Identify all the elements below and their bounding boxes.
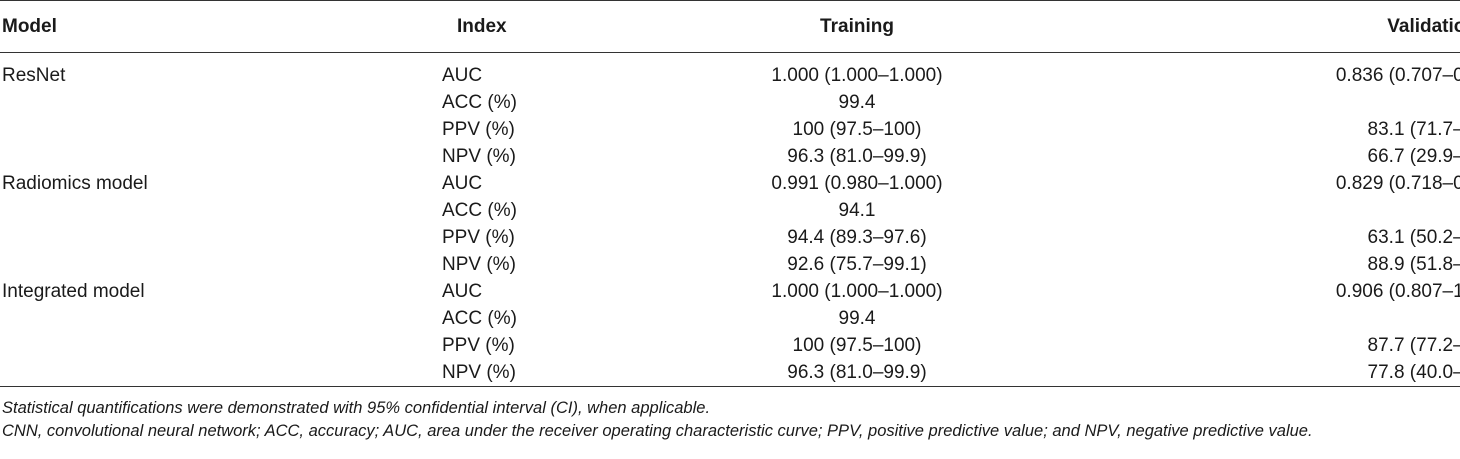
cell-index: PPV (%) (442, 119, 515, 140)
header-training: Training (607, 0, 1107, 53)
table-row: PPV (%) 100 (97.5–100) 83.1 (71.7–91.2) (0, 117, 1460, 144)
table-body: ResNet AUC 1.000 (1.000–1.000) 0.836 (0.707… (0, 53, 1460, 387)
header-validation: Validation (1107, 0, 1460, 53)
cell-validation: 66.2 (1107, 198, 1460, 225)
cell-validation: 0.906 (0.807–1.000) (1335, 281, 1460, 302)
cell-index: NPV (%) (442, 146, 516, 167)
cell-index: NPV (%) (442, 359, 607, 387)
cell-model (0, 144, 442, 171)
table-row: ACC (%) 99.4 81.1 (0, 90, 1460, 117)
cell-training: 1.000 (1.000–1.000) (771, 281, 943, 302)
cell-model (0, 117, 442, 144)
footnotes: Statistical quantifications were demonst… (0, 387, 1460, 443)
cell-validation: 77.8 (40.0–97.2) (1107, 359, 1460, 387)
results-table: Model Index Training Validation ResNet AU… (0, 0, 1460, 387)
header-row: Model Index Training Validation (0, 0, 1460, 53)
cell-training: 100 (97.5–100) (792, 119, 922, 140)
table-row: NPV (%)96.3 (81.0–99.9)77.8 (40.0–97.2) (0, 359, 1460, 387)
cell-model (0, 225, 442, 252)
cell-training: 1.000 (1.000–1.000) (771, 65, 943, 86)
cell-validation: 0.836 (0.707–0.965) (1335, 65, 1460, 86)
cell-training: 96.3 (81.0–99.9) (787, 146, 927, 167)
table-row: NPV (%) 96.3 (81.0–99.9) 66.7 (29.9–92.5) (0, 144, 1460, 171)
cell-model (0, 198, 442, 225)
table-row: Integrated model AUC 1.000 (1.000–1.000) 0.… (0, 279, 1460, 306)
cell-validation: 86.5 (1107, 306, 1460, 333)
header-model: Model (0, 0, 442, 53)
cell-validation: 63.1 (50.2–74.7) (1367, 227, 1460, 248)
table-row: ACC (%) 94.1 66.2 (0, 198, 1460, 225)
cell-training: 0.991 (0.980–1.000) (771, 173, 943, 194)
cell-training: 99.4 (838, 92, 876, 113)
table-row: NPV (%) 92.6 (75.7–99.1) 88.9 (51.8–99.7) (0, 252, 1460, 279)
footnote-ci: Statistical quantifications were demonst… (2, 399, 711, 417)
cell-model: ResNet (2, 65, 66, 86)
cell-validation: 83.1 (71.7–91.2) (1367, 119, 1460, 140)
cell-validation: 87.7 (77.2–94.5) (1367, 335, 1460, 356)
cell-training: 96.3 (81.0–99.9) (607, 359, 1107, 387)
cell-index: NPV (%) (442, 254, 516, 275)
table-row: ResNet AUC 1.000 (1.000–1.000) 0.836 (0.707… (0, 63, 1460, 90)
cell-validation: 81.1 (1107, 90, 1460, 117)
cell-model (0, 252, 442, 279)
header-index: Index (442, 0, 607, 53)
cell-index: ACC (%) (442, 200, 517, 221)
cell-index: ACC (%) (442, 92, 517, 113)
cell-model (0, 359, 442, 387)
spacer-row (0, 53, 1460, 63)
footnote-abbreviations: CNN, convolutional neural network; ACC, … (2, 422, 1313, 440)
cell-index: PPV (%) (442, 227, 515, 248)
cell-index: ACC (%) (442, 308, 517, 329)
cell-model (0, 306, 442, 333)
cell-index: AUC (442, 281, 483, 302)
cell-model (0, 90, 442, 117)
table-row: Radiomics model AUC 0.991 (0.980–1.000) 0.8… (0, 171, 1460, 198)
cell-training: 100 (97.5–100) (792, 335, 922, 356)
table-row: ACC (%) 99.4 86.5 (0, 306, 1460, 333)
table-row: PPV (%) 100 (97.5–100) 87.7 (77.2–94.5) (0, 333, 1460, 360)
cell-validation: 88.9 (51.8–99.7) (1367, 254, 1460, 275)
cell-validation: 66.7 (29.9–92.5) (1367, 146, 1460, 167)
cell-index: AUC (442, 65, 483, 86)
cell-model: Integrated model (2, 281, 145, 302)
cell-training: 99.4 (838, 308, 876, 329)
cell-model (0, 333, 442, 360)
cell-model: Radiomics model (2, 173, 148, 194)
cell-index: PPV (%) (442, 335, 515, 356)
cell-training: 92.6 (75.7–99.1) (787, 254, 927, 275)
cell-training: 94.1 (838, 200, 876, 221)
cell-index: AUC (442, 173, 483, 194)
cell-validation: 0.829 (0.718–0.940) (1335, 173, 1460, 194)
table-row: PPV (%) 94.4 (89.3–97.6) 63.1 (50.2–74.7) (0, 225, 1460, 252)
cell-training: 94.4 (89.3–97.6) (787, 227, 927, 248)
